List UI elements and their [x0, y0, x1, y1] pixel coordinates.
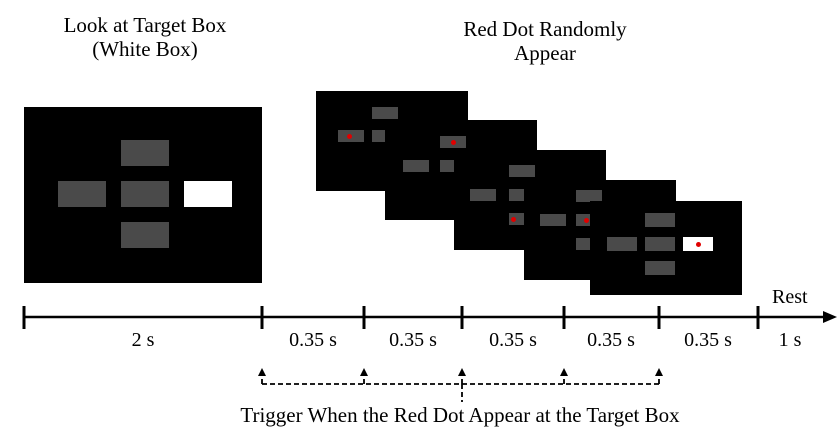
bottom-box: [121, 222, 169, 248]
segment-label-stim5: 0.35 s: [684, 329, 732, 351]
box: [576, 190, 602, 202]
red-dot: [696, 242, 701, 247]
red-dot: [451, 140, 456, 145]
segment-label-rest: 1 s: [778, 329, 802, 351]
box: [607, 237, 637, 251]
phase1-title-line1: Look at Target Box: [63, 13, 227, 37]
trigger-lines: [258, 368, 663, 402]
segment-label-fixation: 2 s: [131, 329, 155, 351]
box: [470, 189, 496, 201]
phase2-title-line2: Appear: [514, 40, 576, 65]
rest-label: Rest: [772, 286, 808, 308]
red-dot: [347, 134, 352, 139]
phase1-title: Look at Target Box (White Box): [0, 13, 290, 61]
segment-label-stim2: 0.35 s: [389, 329, 437, 351]
box: [372, 107, 398, 119]
red-dot: [584, 218, 589, 223]
left-box: [58, 181, 106, 207]
red-dot: [511, 217, 516, 222]
phase2-title-line1: Red Dot Randomly: [463, 17, 627, 41]
segment-label-stim3: 0.35 s: [489, 329, 537, 351]
trigger-caption: Trigger When the Red Dot Appear at the T…: [240, 403, 680, 427]
phase1-title-line2: (White Box): [92, 36, 198, 61]
box: [645, 237, 675, 251]
box: [403, 160, 429, 172]
timeline-ticks: [22, 306, 760, 329]
segment-label-stim1: 0.35 s: [289, 329, 337, 351]
fixation-panel: [24, 107, 262, 283]
box: [540, 214, 566, 226]
box: [509, 165, 535, 177]
timeline-arrowhead: [823, 311, 837, 323]
center-box: [121, 181, 169, 207]
segment-label-stim4: 0.35 s: [587, 329, 635, 351]
stimulus-panel-5: [590, 201, 742, 295]
target-box: [184, 181, 232, 207]
box: [645, 213, 675, 227]
top-box: [121, 140, 169, 166]
phase2-title: Red Dot Randomly Appear: [400, 17, 690, 65]
box: [645, 261, 675, 275]
